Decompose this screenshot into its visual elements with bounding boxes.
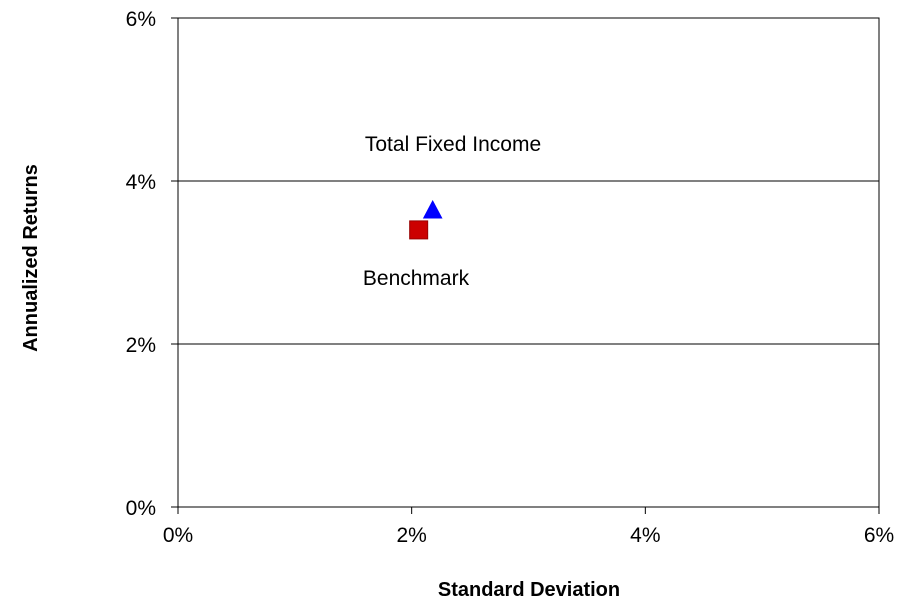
total-fixed-income-label: Total Fixed Income xyxy=(365,133,541,156)
gridlines xyxy=(178,180,879,345)
x-tick-label: 0% xyxy=(163,524,193,547)
y-tick-label: 4% xyxy=(126,171,156,194)
x-tick-label: 4% xyxy=(630,524,660,547)
y-tick-label: 0% xyxy=(126,497,156,520)
benchmark-marker xyxy=(409,220,429,240)
point-labels: Total Fixed Income Benchmark xyxy=(363,133,541,290)
plot-area xyxy=(177,17,880,508)
x-tick-label: 6% xyxy=(864,524,894,547)
y-axis-title: Annualized Returns xyxy=(20,164,42,352)
axis-ticks xyxy=(171,17,880,514)
data-points xyxy=(409,199,443,240)
tick-labels: 0% 2% 4% 6% 0% 2% 4% 6% xyxy=(126,8,895,547)
y-tick-label: 6% xyxy=(126,8,156,31)
total-fixed-income-marker xyxy=(422,199,443,219)
benchmark-label: Benchmark xyxy=(363,267,470,290)
y-tick-label: 2% xyxy=(126,334,156,357)
x-axis-title: Standard Deviation xyxy=(438,579,620,601)
x-tick-label: 2% xyxy=(396,524,426,547)
